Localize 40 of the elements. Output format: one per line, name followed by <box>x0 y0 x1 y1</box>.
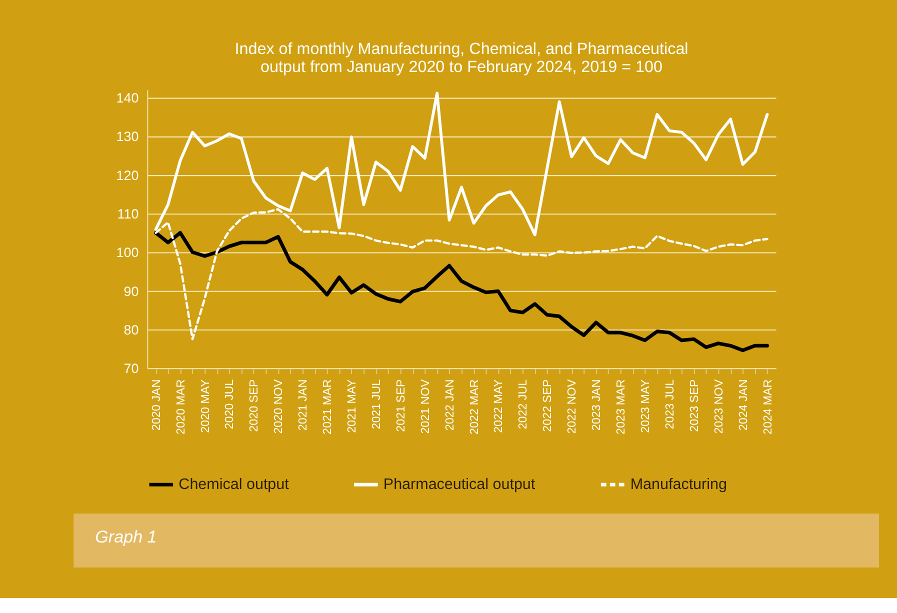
x-tick-label: 2021 NOV <box>418 379 432 434</box>
x-tick-label: 2024 JAN <box>736 379 750 431</box>
x-tick-label: 2020 MAR <box>174 379 188 434</box>
x-tick-label: 2024 MAR <box>761 379 774 434</box>
x-tick-label: 2021 MAR <box>321 379 334 434</box>
x-tick-label: 2023 JUL <box>663 378 676 430</box>
x-tick-label: 2022 NOV <box>566 379 579 434</box>
y-tick-label: 120 <box>116 168 139 183</box>
legend-label: Chemical output <box>178 476 290 494</box>
y-tick-label: 80 <box>124 322 139 338</box>
x-tick-label: 2020 MAY <box>198 379 212 433</box>
y-tick-label: 130 <box>116 129 139 144</box>
y-tick-label: 140 <box>116 90 139 106</box>
y-tick-label: 90 <box>124 284 139 299</box>
y-tick-label: 110 <box>117 206 139 222</box>
x-tick-label: 2021 MAY <box>346 379 359 433</box>
x-tick-label: 2022 SEP <box>541 379 554 432</box>
x-tick-label: 2020 JAN <box>150 379 163 431</box>
x-tick-label: 2023 MAY <box>638 379 652 433</box>
legend-label: Manufacturing <box>630 476 727 494</box>
x-tick-label: 2020 SEP <box>248 379 261 432</box>
chart-title: Index of monthly Manufacturing, Chemical, and Pharmaceutical output from January 2020 to February 2024, 2019 = 100 <box>234 40 688 76</box>
y-tick-label: 100 <box>116 245 139 260</box>
x-tick-label: 2022 MAY <box>492 379 506 433</box>
x-tick-label: 2022 JUL <box>516 378 530 430</box>
legend-label: Pharmaceutical output <box>383 476 536 494</box>
x-tick-label: 2021 JUL <box>370 378 383 430</box>
x-tick-label: 2020 JUL <box>223 378 236 430</box>
x-tick-label: 2022 MAR <box>468 379 481 434</box>
x-tick-label: 2020 NOV <box>272 379 286 434</box>
x-tick-label: 2022 JAN <box>443 379 456 431</box>
caption: Graph 1 <box>95 527 157 546</box>
x-tick-label: 2023 NOV <box>712 379 726 434</box>
x-tick-label: 2021 SEP <box>394 379 408 432</box>
x-tick-label: 2021 JAN <box>296 379 310 431</box>
x-tick-label: 2023 SEP <box>688 379 701 432</box>
y-tick-label: 70 <box>124 361 139 376</box>
line-series <box>154 231 770 352</box>
x-tick-label: 2023 JAN <box>590 379 604 431</box>
x-tick-label: 2023 MAR <box>614 379 628 434</box>
